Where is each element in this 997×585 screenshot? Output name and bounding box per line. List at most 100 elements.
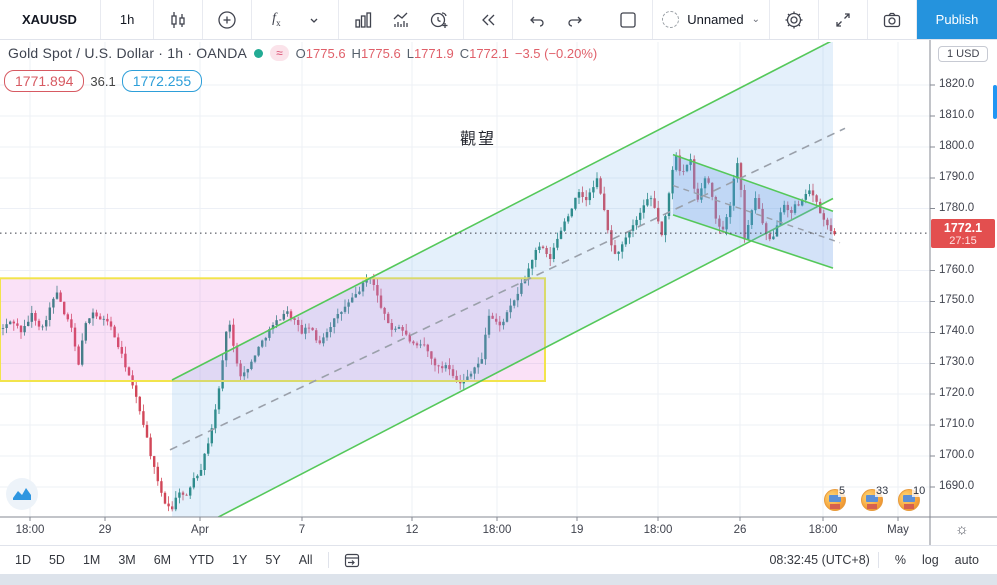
price-tick-label: 1720.0 (939, 387, 975, 400)
range-button-ytd[interactable]: YTD (189, 553, 215, 567)
range-button-6m[interactable]: 6M (153, 553, 172, 567)
change-value: −3.5 (−0.20%) (514, 45, 598, 61)
bottom-toolbar: 1D 5D 1M 3M 6M YTD 1Y 5Y All 08:32:45 (UTC+8) % … (0, 545, 997, 574)
reaction-emoji[interactable]: 5 (824, 485, 848, 511)
time-tick-label: May (887, 524, 909, 536)
ask-price[interactable]: 1772.255 (121, 70, 203, 92)
bottom-toolbar-right: 08:32:45 (UTC+8) % log auto (769, 551, 997, 569)
replay-icon[interactable] (473, 5, 503, 35)
ohlc-item: L1771.9 (406, 45, 454, 61)
fx-indicator-icon[interactable]: fx (272, 11, 281, 28)
time-tick-label: Apr (191, 524, 209, 536)
columns-icon[interactable] (348, 5, 378, 35)
price-tick-label: 1690.0 (939, 479, 975, 492)
candles-icon[interactable] (163, 5, 193, 35)
price-tick-label: 1750.0 (939, 294, 975, 307)
ohlc-item: C1772.1 (459, 45, 509, 61)
top-toolbar: XAUUSD 1h fx (0, 0, 997, 40)
theme-sun-icon[interactable]: ☼ (955, 521, 969, 538)
price-tick-label: 1800.0 (939, 139, 975, 152)
price-tick-label: 1740.0 (939, 325, 975, 338)
top-toolbar-right: Unnamed ⌄ Publish (604, 0, 997, 39)
approx-badge[interactable]: ≈ (270, 45, 289, 61)
price-tick-label: 1700.0 (939, 449, 975, 462)
time-axis[interactable]: 18:00 29 Apr 7 12 18:00 19 18:00 26 18:00 May ☼ (0, 517, 997, 545)
range-button-1d[interactable]: 1D (15, 553, 31, 567)
price-tick-label: 1790.0 (939, 170, 975, 183)
spread-value: 36.1 (90, 73, 116, 89)
ohlc-item: O1775.6 (295, 45, 346, 61)
bid-price[interactable]: 1771.894 (4, 70, 85, 92)
camera-icon[interactable] (877, 5, 907, 35)
range-button-5y[interactable]: 5Y (265, 553, 281, 567)
time-tick-label: 26 (733, 524, 747, 536)
chevron-down-icon: ⌄ (751, 14, 760, 25)
price-tick-label: 1820.0 (939, 78, 975, 90)
reaction-emoji[interactable]: 33 (861, 485, 890, 511)
time-tick-label: 19 (570, 524, 584, 536)
price-tick-label: 1780.0 (939, 201, 975, 214)
fullscreen-icon[interactable] (828, 5, 858, 35)
date-range-buttons: 1D 5D 1M 3M 6M YTD 1Y 5Y All (0, 551, 320, 569)
symbol-title[interactable]: Gold Spot / U.S. Dollar · 1h · OANDA (8, 45, 248, 61)
undo-icon[interactable] (522, 5, 552, 35)
layout-name-menu[interactable]: Unnamed ⌄ (653, 0, 770, 39)
symbol-header: Gold Spot / U.S. Dollar · 1h · OANDA ≈ O… (8, 45, 597, 61)
quote-row: 1771.894 36.1 1772.255 (4, 70, 203, 92)
compare-plus-icon[interactable] (212, 5, 242, 35)
window-bottom-strip (0, 574, 997, 585)
divider (327, 552, 329, 568)
reaction-emojis: 5 33 10 (824, 485, 927, 511)
percent-scale-button[interactable]: % (894, 553, 906, 567)
clock-timezone[interactable]: 08:32:45 (UTC+8) (769, 553, 870, 567)
range-button-1y[interactable]: 1Y (232, 553, 248, 567)
chevron-down-icon[interactable] (299, 5, 329, 35)
time-tick-label: 12 (405, 524, 419, 536)
price-axis[interactable]: 1 USD 1820.0 1810.0 1800.0 1790.0 1780.0 1760… (930, 40, 997, 545)
divider (877, 552, 879, 568)
time-tick-label: 18:00 (808, 524, 838, 536)
range-button-3m[interactable]: 3M (118, 553, 136, 567)
reaction-emoji[interactable]: 10 (898, 485, 927, 511)
publish-button[interactable]: Publish (917, 0, 997, 39)
time-tick-label: 7 (298, 524, 306, 536)
price-tick-label: 1730.0 (939, 356, 975, 369)
price-tick-label: 1710.0 (939, 418, 975, 431)
symbol-button[interactable]: XAUUSD (22, 12, 77, 27)
market-status-icon[interactable] (254, 48, 264, 58)
log-scale-button[interactable]: log (921, 553, 939, 567)
go-to-date-icon[interactable] (337, 545, 367, 575)
reaction-count: 33 (875, 485, 890, 497)
layout-name: Unnamed (687, 12, 744, 27)
layout-icon[interactable] (613, 5, 643, 35)
currency-unit-button[interactable]: 1 USD (938, 46, 989, 62)
dashed-circle-icon (662, 11, 680, 28)
time-tick-label: 18:00 (643, 524, 673, 536)
reaction-count: 10 (912, 485, 927, 497)
redo-icon[interactable] (560, 5, 590, 35)
range-button-5d[interactable]: 5D (48, 553, 65, 567)
time-tick-label: 18:00 (15, 524, 45, 536)
range-button-1m[interactable]: 1M (82, 553, 101, 567)
time-tick-label: 29 (98, 524, 112, 536)
ohlc-values: O1775.6 H1775.6 L1771.9 C1772.1 −3.5 (−0.20%… (296, 46, 598, 61)
settings-gear-icon[interactable] (779, 5, 809, 35)
price-tick-label: 1760.0 (939, 263, 975, 276)
price-tick-label: 1810.0 (939, 108, 975, 121)
chart-annotation-text[interactable]: 觀望 (460, 131, 497, 148)
tradingview-logo[interactable] (6, 478, 38, 510)
bar-countdown: 27:15 (949, 235, 977, 248)
indicator-template-icon[interactable] (386, 5, 416, 35)
alert-plus-icon[interactable] (424, 5, 454, 35)
interval-button[interactable]: 1h (119, 12, 135, 27)
last-price-badge: 1772.1 27:15 (931, 219, 995, 249)
reaction-count: 5 (838, 485, 847, 497)
ohlc-item: H1775.6 (351, 45, 401, 61)
scrollbar-thumb[interactable] (993, 85, 997, 119)
last-price-value: 1772.1 (943, 221, 983, 236)
auto-scale-button[interactable]: auto (954, 553, 979, 567)
range-button-all[interactable]: All (298, 553, 313, 567)
time-tick-label: 18:00 (482, 524, 512, 536)
